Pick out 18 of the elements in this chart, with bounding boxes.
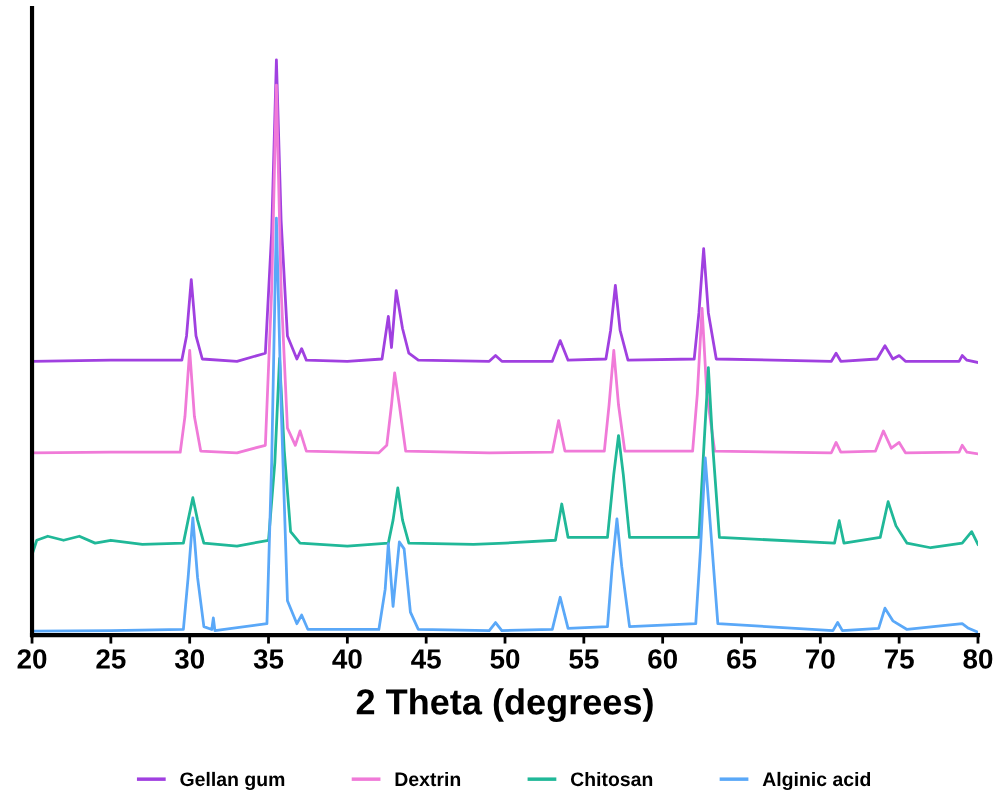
x-tick-label: 70: [806, 649, 835, 669]
x-tick-label: 25: [96, 649, 126, 669]
x-tick-label: 30: [174, 649, 204, 669]
x-tick-label: 45: [411, 649, 441, 669]
x-tick-label: 60: [648, 649, 677, 669]
x-tick-label: 40: [332, 649, 362, 669]
x-axis-title: 2 Theta (degrees): [356, 688, 653, 722]
x-tick-label: 55: [569, 649, 599, 669]
legend-label: Chitosan: [570, 771, 653, 787]
legend-label: Alginic acid: [762, 771, 871, 791]
x-tick-label: 65: [727, 649, 757, 669]
x-tick-label: 35: [253, 649, 284, 669]
x-tick-label: 75: [884, 649, 914, 669]
x-tick-label: 20: [17, 649, 47, 669]
legend-label: Dextrin: [395, 771, 461, 787]
legend-label: Gellan gum: [180, 771, 285, 791]
x-tick-label: 50: [490, 649, 520, 669]
x-tick-label: 80: [963, 649, 993, 669]
